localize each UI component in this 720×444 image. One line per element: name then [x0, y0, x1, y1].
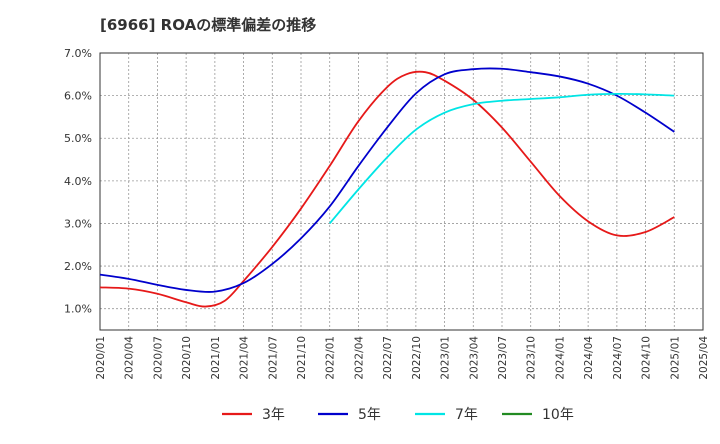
- chart-title: [6966] ROAの標準偏差の推移: [100, 16, 317, 34]
- x-tick-label: 2022/04: [353, 336, 365, 380]
- x-tick-label: 2023/10: [526, 336, 538, 380]
- plot-area: [100, 53, 703, 330]
- x-tick-label: 2020/04: [124, 336, 136, 380]
- legend-label: 10年: [542, 407, 574, 423]
- x-tick-label: 2020/07: [152, 336, 164, 380]
- grid-lines: [99, 52, 704, 330]
- y-tick-label: 3.0%: [64, 217, 92, 230]
- x-tick-label: 2022/01: [325, 336, 337, 380]
- x-tick-label: 2021/04: [239, 336, 251, 380]
- legend-label: 3年: [262, 407, 285, 423]
- x-tick-label: 2025/01: [669, 336, 681, 380]
- x-tick-label: 2020/01: [95, 336, 107, 380]
- series-lines: [99, 67, 675, 308]
- plot-border: [99, 52, 704, 331]
- series-line-1: [99, 70, 675, 308]
- axes: 2020/01 2020/04 2020/07 2020/10 2021/01 2021/…: [64, 47, 710, 380]
- legend-label: 7年: [455, 407, 478, 423]
- x-tick-label: 2025/04: [698, 336, 710, 380]
- x-tick-label: 2021/07: [267, 336, 279, 380]
- x-tick-label: 2023/01: [440, 336, 452, 380]
- x-tick-label: 2024/01: [554, 336, 566, 380]
- legend: 3年 5年 7年 10年: [222, 407, 574, 423]
- x-tick-label: 2021/01: [210, 336, 222, 380]
- y-tick-label: 2.0%: [64, 260, 92, 273]
- x-tick-label: 2022/10: [411, 336, 423, 380]
- y-tick-label: 1.0%: [64, 303, 92, 316]
- series-line-3: [329, 92, 675, 225]
- y-tick-label: 5.0%: [64, 132, 92, 145]
- x-tick-label: 2023/04: [468, 336, 480, 380]
- x-tick-label: 2022/07: [382, 336, 394, 380]
- legend-label: 5年: [358, 407, 381, 423]
- x-tick-label: 2021/10: [296, 336, 308, 380]
- x-tick-label: 2020/10: [181, 336, 193, 380]
- y-tick-label: 6.0%: [64, 90, 92, 103]
- series-line-2: [99, 67, 675, 293]
- x-tick-label: 2024/10: [641, 336, 653, 380]
- y-tick-label: 4.0%: [64, 175, 92, 188]
- y-tick-label: 7.0%: [64, 47, 92, 60]
- x-tick-label: 2024/04: [583, 336, 595, 380]
- x-tick-label: 2023/07: [497, 336, 509, 380]
- x-tick-label: 2024/07: [612, 336, 624, 380]
